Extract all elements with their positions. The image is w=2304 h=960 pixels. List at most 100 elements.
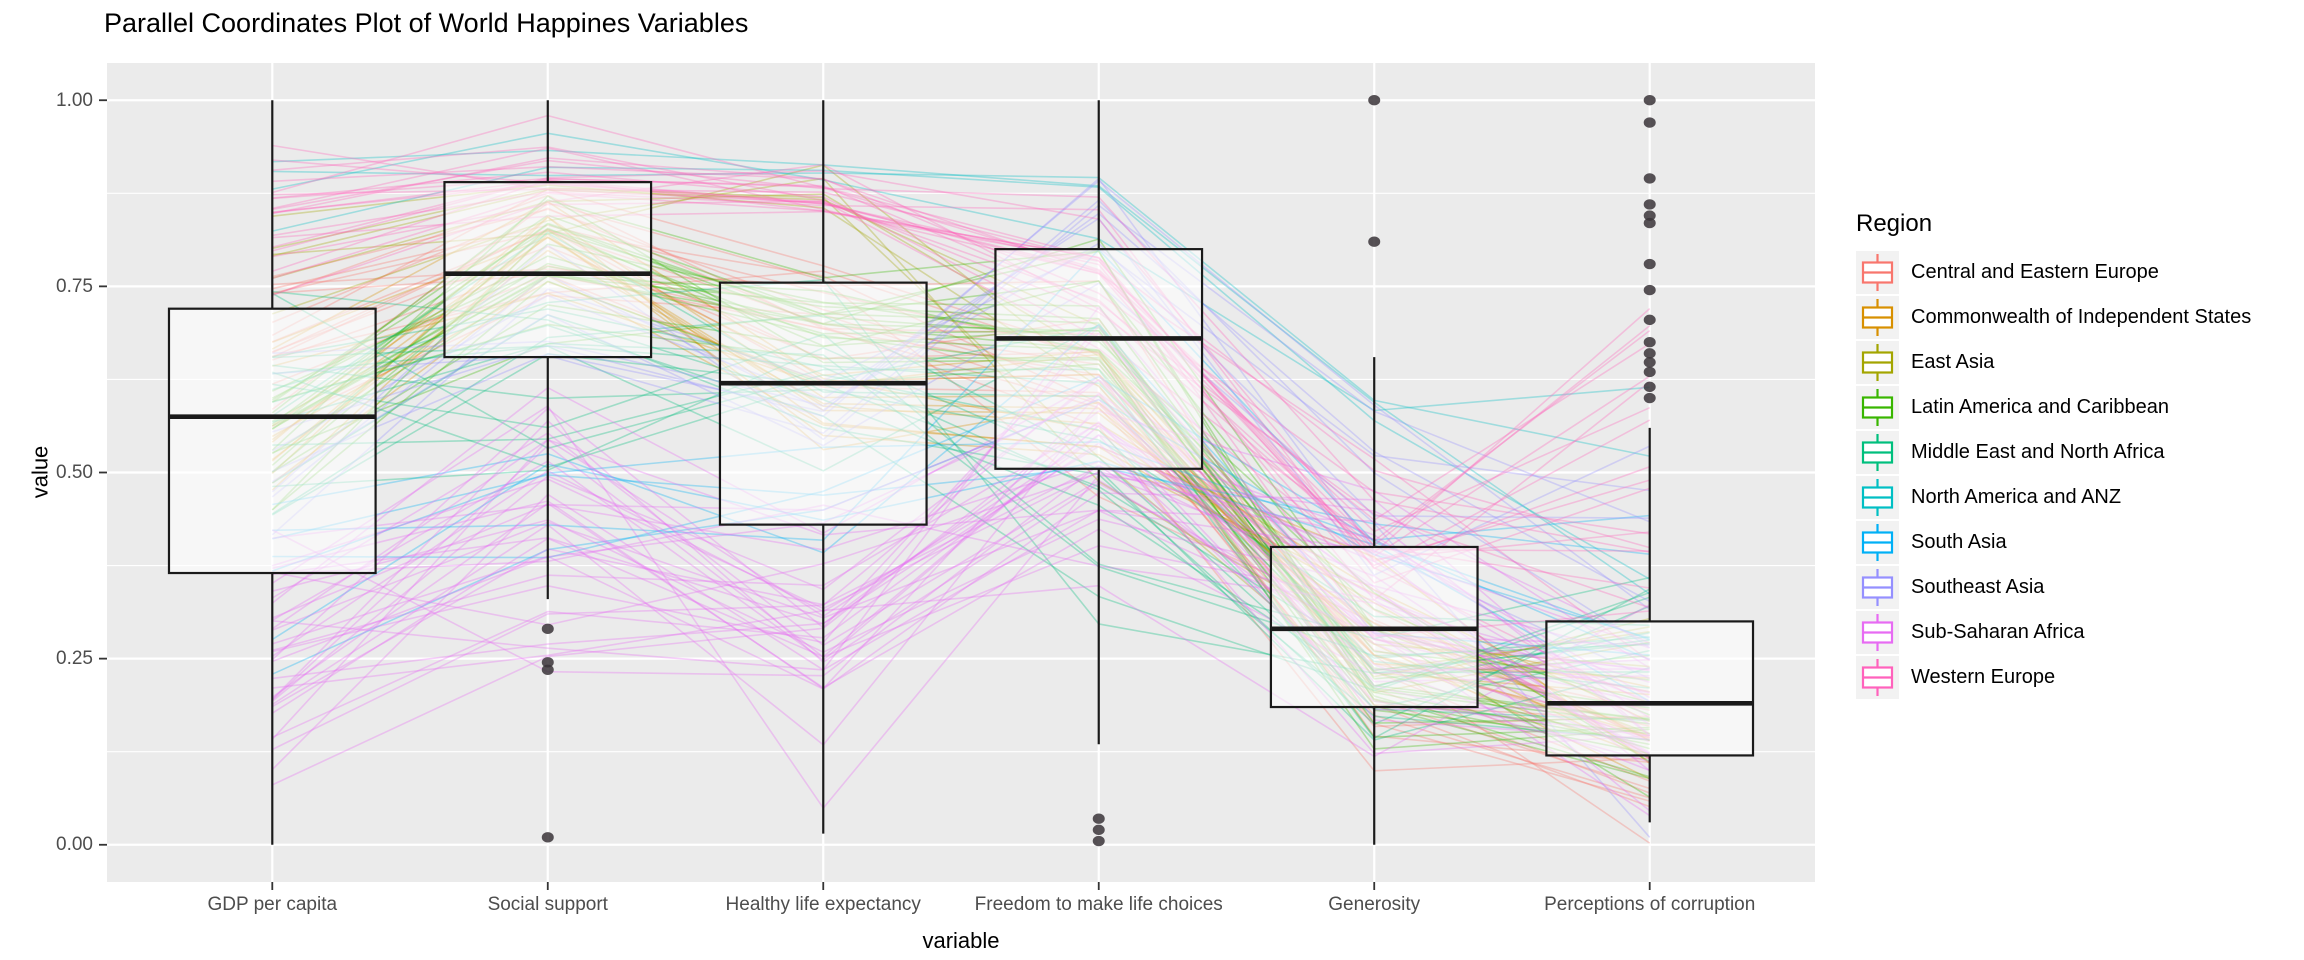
y-tick-label: 1.00	[56, 89, 93, 111]
country-line	[272, 441, 1650, 572]
outlier-dot	[1643, 337, 1656, 348]
outlier-dot	[1643, 173, 1656, 184]
country-line	[271, 405, 1651, 809]
outlier-dot	[541, 832, 554, 843]
legend-entry: North America and ANZ	[1856, 475, 2251, 520]
legend-entry: Western Europe	[1856, 655, 2251, 700]
legend: Region Central and Eastern Europe Commonw…	[1856, 210, 2251, 700]
country-line	[272, 325, 1650, 741]
legend-entry: Commonwealth of Independent States	[1856, 295, 2251, 340]
outlier-dot	[541, 623, 554, 635]
country-line	[271, 410, 1651, 786]
legend-entry: Latin America and Caribbean	[1856, 385, 2251, 430]
legend-boxplot-key-icon	[1856, 611, 1899, 654]
outlier-dot	[1643, 357, 1656, 368]
boxplot-box	[994, 248, 1204, 470]
outlier-dot	[1368, 236, 1381, 247]
x-axis-title: variable	[922, 928, 1000, 953]
country-line	[272, 584, 1651, 758]
boxplot-box	[1545, 620, 1755, 757]
outlier-dot	[1092, 835, 1105, 847]
country-line	[271, 292, 1650, 722]
outlier-dot	[1643, 284, 1656, 296]
boxplot-box	[443, 181, 653, 359]
plot-title: Parallel Coordinates Plot of World Happi…	[104, 8, 749, 38]
legend-entry-label: North America and ANZ	[1911, 486, 2122, 508]
country-line	[272, 132, 1650, 412]
y-tick-label: 0.25	[56, 648, 93, 670]
x-tick-label: Freedom to make life choices	[974, 894, 1223, 915]
outlier-dot	[1643, 210, 1656, 221]
legend-boxplot-key-icon	[1856, 341, 1899, 384]
outlier-dot	[1368, 95, 1381, 106]
legend-entry: Southeast Asia	[1856, 565, 2251, 610]
country-line	[272, 170, 1650, 457]
legend-entry-label: Latin America and Caribbean	[1911, 396, 2169, 418]
outlier-dot	[1643, 314, 1656, 326]
boxplots	[167, 100, 1755, 845]
country-line	[272, 346, 1650, 741]
legend-entry-label: East Asia	[1911, 351, 1995, 373]
outlier-dot	[1643, 258, 1656, 270]
legend-entry-label: Middle East and North Africa	[1911, 441, 2165, 463]
legend-boxplot-key-icon	[1856, 431, 1899, 474]
legend-entry-label: Western Europe	[1911, 666, 2056, 688]
outlier-dot	[1643, 95, 1656, 106]
country-line	[272, 171, 1651, 542]
outlier-dot	[1643, 348, 1656, 359]
x-tick-label: Social support	[487, 894, 608, 915]
outlier-dot	[541, 664, 554, 676]
outlier-dot	[1643, 199, 1656, 210]
outlier-dot	[1092, 813, 1105, 824]
country-line	[272, 149, 1651, 595]
country-line	[272, 466, 1650, 555]
outlier-dot	[1643, 381, 1656, 393]
legend-entry: Middle East and North Africa	[1856, 430, 2251, 475]
outlier-dot	[1643, 366, 1656, 378]
outlier-dot	[1092, 824, 1105, 836]
x-tick-label: Healthy life expectancy	[725, 894, 921, 915]
legend-boxplot-key-icon	[1856, 251, 1899, 294]
legend-boxplot-key-icon	[1856, 521, 1899, 564]
country-line	[272, 368, 1651, 739]
legend-boxplot-key-icon	[1856, 656, 1899, 699]
y-tick-label: 0.75	[56, 275, 93, 297]
country-line	[272, 159, 1650, 553]
country-line	[271, 433, 1650, 755]
legend-entry: East Asia	[1856, 340, 2251, 385]
x-tick-label: GDP per capita	[207, 894, 338, 915]
legend-boxplot-key-icon	[1856, 386, 1899, 429]
outlier-dot	[1643, 392, 1656, 404]
legend-entry: Sub-Saharan Africa	[1856, 610, 2251, 655]
axis-tick-marks	[99, 99, 1651, 890]
outlier-dot	[541, 657, 554, 668]
legend-boxplot-key-icon	[1856, 476, 1899, 519]
legend-boxplot-key-icon	[1856, 296, 1899, 339]
legend-entry: Central and Eastern Europe	[1856, 250, 2251, 295]
boxplot-box	[167, 307, 377, 575]
country-line	[272, 421, 1650, 711]
country-line	[272, 147, 1651, 662]
legend-entry-label: Southeast Asia	[1911, 576, 2045, 598]
x-tick-label: Perceptions of corruption	[1544, 894, 1756, 915]
boxplot-box	[718, 281, 928, 526]
country-line	[272, 199, 1651, 649]
country-line	[272, 166, 1651, 580]
outlier-points	[541, 95, 1656, 847]
legend-entries: Central and Eastern Europe Commonwealth o…	[1856, 250, 2251, 700]
legend-entry-label: South Asia	[1911, 531, 2007, 553]
y-tick-label: 0.00	[56, 834, 93, 856]
country-line	[272, 114, 1651, 533]
legend-entry-label: Sub-Saharan Africa	[1911, 621, 2085, 643]
legend-boxplot-key-icon	[1856, 566, 1899, 609]
outlier-dot	[1643, 117, 1656, 128]
legend-entry-label: Central and Eastern Europe	[1911, 261, 2159, 283]
country-line	[272, 157, 1650, 535]
x-tick-label: Generosity	[1328, 894, 1421, 915]
y-axis-title: value	[27, 445, 53, 499]
outlier-dot	[1643, 217, 1656, 229]
y-tick-label: 0.50	[56, 462, 93, 483]
country-line	[272, 492, 1651, 736]
country-line	[272, 165, 1651, 547]
